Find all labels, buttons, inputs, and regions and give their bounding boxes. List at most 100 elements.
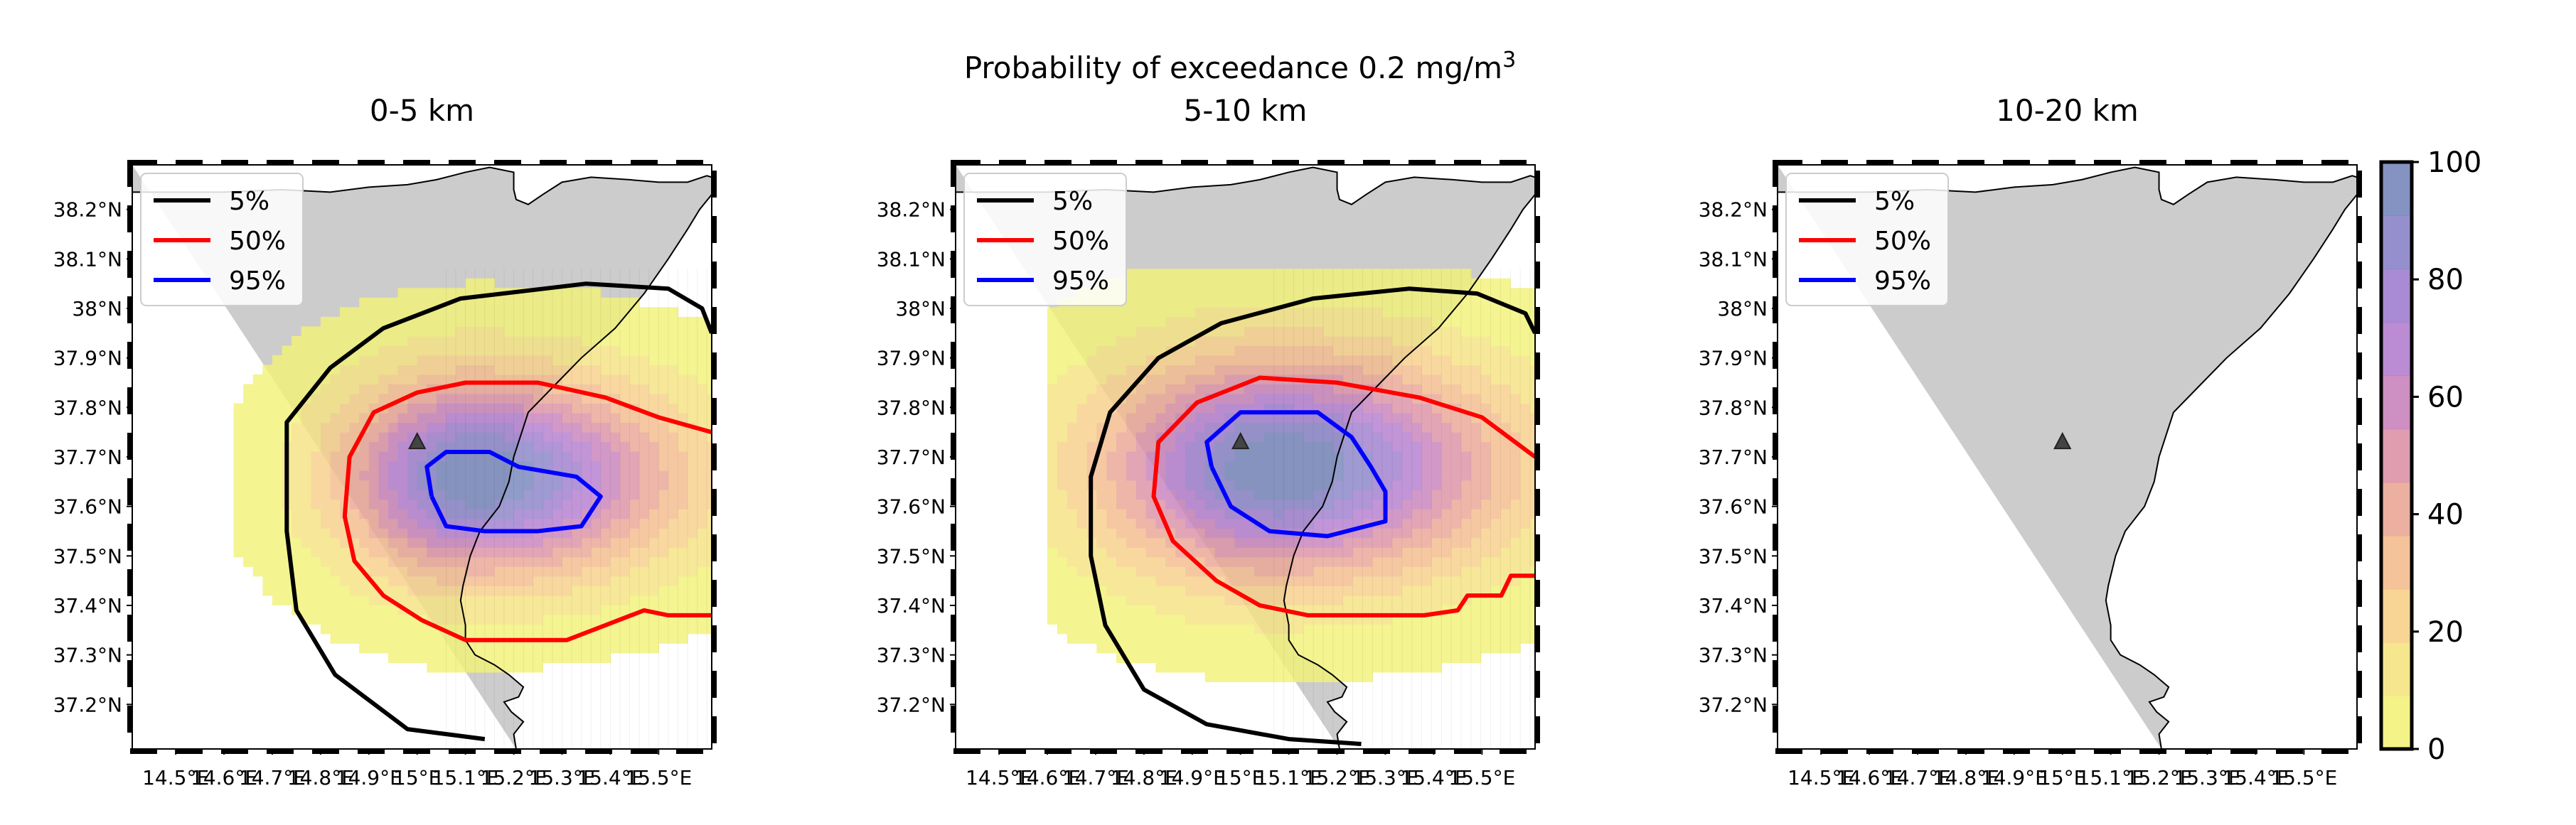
colorbar: 0 20 40 60 80 100 — [2379, 146, 2481, 766]
colorbar-tick-label: 40 — [2427, 499, 2464, 532]
x-tick-label: 15.2°E — [1304, 766, 1371, 789]
colorbar-frame — [2379, 160, 2414, 751]
colorbar-segment — [2381, 215, 2412, 269]
panel-title: 5-10 km — [1184, 93, 1308, 128]
x-tick-label: 14.7°E — [1884, 766, 1951, 789]
colorbar-segment — [2381, 162, 2412, 216]
contour-95-percent — [1204, 410, 1388, 539]
legend-label: 5% — [1052, 187, 1093, 216]
y-tick-label: 38°N — [72, 297, 122, 320]
y-tick-label: 37.6°N — [53, 495, 122, 519]
colorbar-tick-label: 20 — [2427, 616, 2464, 649]
y-tick-label: 37.9°N — [877, 347, 946, 370]
panel-title: 10-20 km — [1996, 93, 2139, 128]
map-panel-3: 10-20 km 37.2°N 37.3°N 37.4°N 37.5°N 37.6°N 37… — [1699, 93, 2362, 789]
y-tick-label: 38.2°N — [1699, 198, 1768, 222]
x-tick-label: 15°E — [2038, 766, 2086, 789]
y-tick-label: 37.4°N — [1699, 594, 1768, 618]
coastline — [1778, 166, 2357, 749]
x-tick-label: 14.6°E — [191, 766, 257, 789]
y-tick-label: 37.6°N — [1699, 495, 1768, 519]
colorbar-tick-label: 0 — [2427, 733, 2445, 766]
x-tick-label: 14.9°E — [1981, 766, 2048, 789]
legend-label: 95% — [1874, 266, 1931, 296]
y-tick-label: 37.3°N — [1699, 644, 1768, 667]
y-tick-label: 37.7°N — [877, 446, 946, 469]
y-tick-label: 37.8°N — [877, 396, 946, 419]
model-grid — [1273, 269, 1531, 749]
y-tick-label: 38.2°N — [877, 198, 946, 222]
model-grid — [445, 269, 707, 749]
legend: 5% 50% 95% — [1785, 173, 1949, 306]
x-tick-label: 15°E — [393, 766, 441, 789]
x-tick-label: 15.1°E — [2078, 766, 2144, 789]
colorbar-tick-label: 80 — [2427, 264, 2464, 296]
y-tick-label: 37.8°N — [53, 396, 122, 419]
x-tick-label: 15.5°E — [625, 766, 692, 789]
colorbar-segment — [2381, 535, 2412, 590]
y-tick-label: 37.5°N — [877, 544, 946, 568]
y-tick-label: 38.1°N — [53, 247, 122, 271]
land-area — [1778, 165, 2357, 749]
y-tick-label: 38.1°N — [877, 247, 946, 271]
x-tick-label: 14.7°E — [1062, 766, 1129, 789]
y-tick-label: 37.4°N — [53, 594, 122, 618]
legend-label: 95% — [229, 266, 286, 296]
y-tick-label: 37.2°N — [1699, 693, 1768, 716]
y-tick-label: 37.7°N — [53, 446, 122, 469]
y-tick-label: 37.3°N — [53, 644, 122, 667]
chart-title: Probability of exceedance 0.2 mg/m3 — [964, 48, 1516, 85]
panel-title: 0-5 km — [370, 93, 474, 128]
x-tick-label: 14.5°E — [142, 766, 209, 789]
legend-label: 95% — [1052, 266, 1109, 296]
x-tick-label: 14.8°E — [1111, 766, 1177, 789]
y-tick-label: 37.3°N — [877, 644, 946, 667]
contour-50-percent — [1151, 375, 1535, 618]
colorbar-segment — [2381, 695, 2412, 750]
y-tick-label: 37.2°N — [53, 693, 122, 716]
colorbar-tick-label: 60 — [2427, 381, 2464, 414]
y-tick-label: 37.7°N — [1699, 446, 1768, 469]
vent-marker — [1231, 431, 1250, 450]
y-tick-label: 37.4°N — [877, 594, 946, 618]
y-tick-label: 37.2°N — [877, 693, 946, 716]
x-tick-label: 15.1°E — [432, 766, 499, 789]
contour-5-percent — [284, 281, 712, 742]
x-tick-label: 14.8°E — [1933, 766, 1999, 789]
x-tick-label: 14.6°E — [1836, 766, 1903, 789]
x-tick-label: 15.1°E — [1256, 766, 1322, 789]
y-tick-label: 37.5°N — [1699, 544, 1768, 568]
vent-marker — [408, 431, 427, 450]
x-tick-label: 14.6°E — [1014, 766, 1081, 789]
x-tick-label: 15.2°E — [481, 766, 547, 789]
x-tick-label: 14.5°E — [966, 766, 1032, 789]
y-tick-label: 37.8°N — [1699, 396, 1768, 419]
legend-label: 50% — [1052, 227, 1109, 256]
x-tick-label: 14.8°E — [287, 766, 354, 789]
y-tick-label: 38°N — [895, 297, 946, 320]
y-tick-label: 37.5°N — [53, 544, 122, 568]
x-tick-label: 15.3°E — [2174, 766, 2240, 789]
x-tick-label: 14.7°E — [239, 766, 306, 789]
probability-heatmap — [1047, 269, 1535, 682]
x-tick-label: 14.9°E — [1159, 766, 1226, 789]
y-tick-label: 38.1°N — [1699, 247, 1768, 271]
vent-marker — [2053, 431, 2072, 450]
x-tick-label: 15.3°E — [1352, 766, 1418, 789]
contour-5-percent — [1089, 286, 1535, 746]
y-tick-label: 38.2°N — [53, 198, 122, 222]
x-tick-label: 15.4°E — [577, 766, 643, 789]
legend: 5% 50% 95% — [963, 173, 1127, 306]
probability-heatmap — [233, 278, 712, 673]
map-panel-1: 0-5 km 37.2°N 37.3°N 37.4°N 37.5°N 37.6°N 37.7… — [53, 93, 717, 789]
legend-label: 50% — [229, 227, 286, 256]
colorbar-segment — [2381, 375, 2412, 430]
coastline — [132, 166, 712, 749]
x-tick-label: 15°E — [1217, 766, 1264, 789]
y-tick-label: 38°N — [1717, 297, 1768, 320]
y-tick-label: 37.9°N — [53, 347, 122, 370]
x-tick-label: 15.4°E — [1400, 766, 1467, 789]
y-tick-label: 37.6°N — [877, 495, 946, 519]
legend-label: 5% — [1874, 187, 1915, 216]
